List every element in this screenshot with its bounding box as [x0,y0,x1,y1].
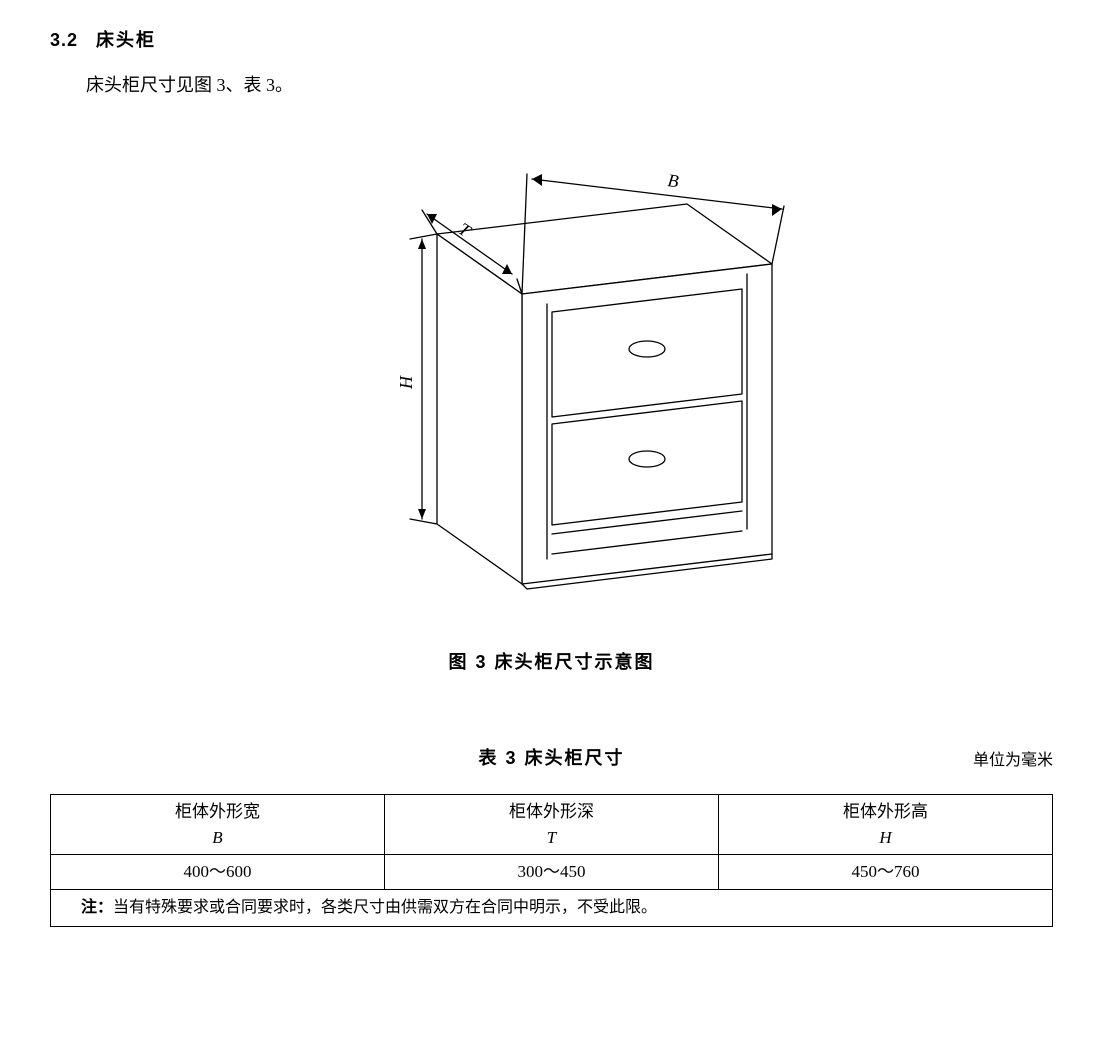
dim-label-h: H [396,375,416,390]
section-title: 床头柜 [96,30,156,50]
table-note-cell: 注：当有特殊要求或合同要求时，各类尺寸由供需双方在合同中明示，不受此限。 [51,889,1053,926]
note-lead: 注： [81,899,113,916]
col-head-2: 柜体外形高 H [719,795,1053,855]
col-head-1: 柜体外形深 T [385,795,719,855]
table-unit: 单位为毫米 [973,746,1053,770]
section-heading: 3.2 床头柜 [50,26,1053,52]
spec-table: 柜体外形宽 B 柜体外形深 T 柜体外形高 H 400～600 300～450 … [50,794,1053,927]
col-sym-0: B [212,828,222,847]
cell-0-1: 300～450 [385,855,719,890]
table-row: 400～600 300～450 450～760 [51,855,1053,890]
col-sym-1: T [547,828,556,847]
table-note-row: 注：当有特殊要求或合同要求时，各类尺寸由供需双方在合同中明示，不受此限。 [51,889,1053,926]
table-title-row: 表 3 床头柜尺寸 单位为毫米 [50,744,1053,774]
table-title: 表 3 床头柜尺寸 [50,744,1053,770]
col-sym-2: H [879,828,891,847]
page: 3.2 床头柜 床头柜尺寸见图 3、表 3。 [0,0,1103,987]
col-name-0: 柜体外形宽 [175,802,260,821]
cell-0-0: 400～600 [51,855,385,890]
nightstand-diagram: H T B [272,114,832,634]
col-name-1: 柜体外形深 [509,802,594,821]
col-name-2: 柜体外形高 [843,802,928,821]
cell-0-2: 450～760 [719,855,1053,890]
dim-label-b: B [666,170,679,191]
table-header-row: 柜体外形宽 B 柜体外形深 T 柜体外形高 H [51,795,1053,855]
note-text: 当有特殊要求或合同要求时，各类尺寸由供需双方在合同中明示，不受此限。 [113,899,657,916]
section-paragraph: 床头柜尺寸见图 3、表 3。 [50,68,1053,102]
section-number: 3.2 [50,30,78,50]
figure-wrap: H T B 图 3 床头柜尺寸示意图 [50,114,1053,674]
figure-caption: 图 3 床头柜尺寸示意图 [50,648,1053,674]
col-head-0: 柜体外形宽 B [51,795,385,855]
